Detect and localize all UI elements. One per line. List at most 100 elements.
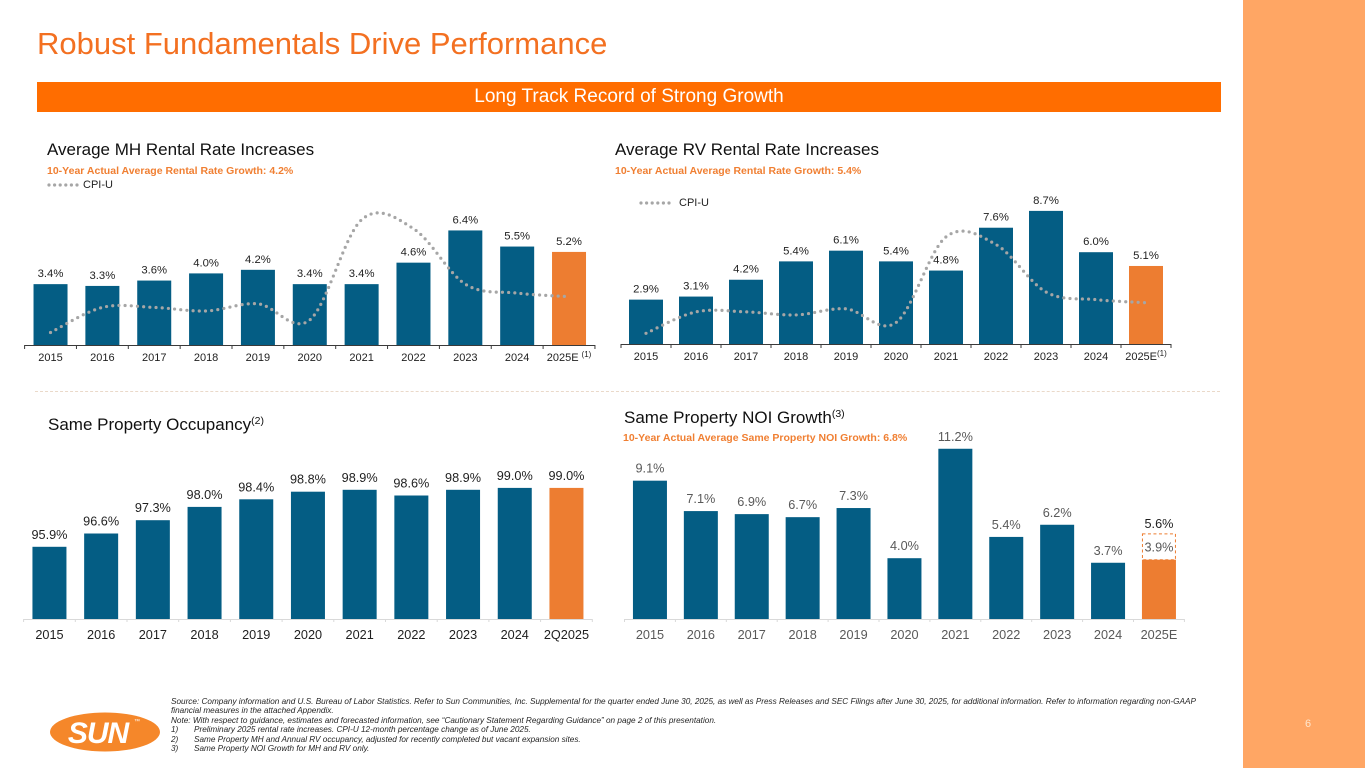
mh-chart-title: Average MH Rental Rate Increases bbox=[47, 140, 315, 159]
bar-2019 bbox=[836, 508, 871, 619]
x-tick-label: 2017 bbox=[734, 351, 758, 363]
x-tick-label: 2019 bbox=[246, 352, 270, 364]
x-tick-footnote: (1) bbox=[1157, 349, 1167, 358]
bar-2024 bbox=[497, 487, 532, 619]
x-tick-label: 2015 bbox=[38, 352, 62, 364]
value-label: 3.7% bbox=[1094, 544, 1123, 558]
bar-2022 bbox=[989, 536, 1024, 619]
value-label: 6.9% bbox=[737, 495, 766, 509]
x-tick-label: 2024 bbox=[501, 628, 529, 642]
logo-text: SUN bbox=[68, 717, 131, 750]
x-tick-label: 2023 bbox=[1034, 351, 1058, 363]
x-tick-label: 2016 bbox=[90, 352, 114, 364]
value-label: 3.6% bbox=[141, 265, 167, 277]
x-tick-label: 2021 bbox=[349, 352, 373, 364]
x-tick-label-text: 2015 bbox=[35, 628, 63, 642]
section-divider bbox=[35, 391, 1220, 392]
value-label: 5.2% bbox=[556, 236, 582, 248]
footnote-text: Same Property NOI Growth for MH and RV o… bbox=[194, 744, 370, 754]
bar-2024 bbox=[1091, 562, 1126, 619]
x-tick-label: 2016 bbox=[684, 351, 708, 363]
value-label: 7.6% bbox=[983, 212, 1009, 224]
mh-chart-subtitle: 10-Year Actual Average Rental Rate Growt… bbox=[47, 165, 294, 177]
value-label: 3.4% bbox=[297, 268, 323, 280]
x-tick-label-text: 2020 bbox=[294, 628, 322, 642]
footnote-1: 1) Preliminary 2025 rental rate increase… bbox=[171, 725, 1211, 734]
x-tick-label-text: 2019 bbox=[834, 351, 858, 363]
bar-2018 bbox=[779, 261, 813, 344]
value-label: 3.3% bbox=[90, 270, 116, 282]
footnote-number: 1) bbox=[171, 725, 179, 735]
x-tick-label-text: 2017 bbox=[738, 628, 766, 642]
x-tick-label: 2021 bbox=[934, 351, 958, 363]
footnote-2: 2) Same Property MH and Annual RV occupa… bbox=[171, 735, 1211, 744]
footnote-text: Preliminary 2025 rental rate increases. … bbox=[194, 725, 531, 735]
cpi-u-legend-swatch-icon bbox=[47, 183, 79, 187]
bar-2015 bbox=[32, 546, 67, 619]
x-tick-label-text: 2022 bbox=[397, 628, 425, 642]
bar-2015 bbox=[33, 284, 68, 345]
bar-2025e bbox=[1129, 265, 1163, 344]
x-tick-label: 2017 bbox=[738, 628, 766, 642]
bar-2021 bbox=[342, 489, 377, 619]
x-tick-label: 2023 bbox=[449, 628, 477, 642]
value-label: 3.1% bbox=[683, 281, 709, 293]
x-tick-label-text: 2021 bbox=[349, 352, 373, 364]
x-tick-label: 2024 bbox=[1084, 351, 1108, 363]
bar-2016 bbox=[683, 511, 718, 619]
bar-2022 bbox=[394, 495, 429, 619]
bar-2019 bbox=[829, 250, 863, 344]
x-tick-label: 2021 bbox=[346, 628, 374, 642]
occupancy-chart-title: Same Property Occupancy(2) bbox=[48, 415, 264, 435]
bar-2021 bbox=[938, 448, 973, 619]
x-tick-label: 2015 bbox=[636, 628, 664, 642]
x-tick-label-text: 2020 bbox=[890, 628, 918, 642]
x-tick-label: 2016 bbox=[687, 628, 715, 642]
x-tick-label: 2015 bbox=[634, 351, 658, 363]
bar-2025e bbox=[552, 251, 587, 345]
page-number: 6 bbox=[1305, 718, 1312, 730]
bar-2019 bbox=[239, 499, 274, 619]
sun-logo: SUN ™ bbox=[50, 712, 160, 752]
noi-chart-subtitle: 10-Year Actual Average Same Property NOI… bbox=[623, 432, 908, 444]
cpi-u-line bbox=[644, 229, 1148, 335]
logo-ellipse bbox=[50, 712, 160, 752]
x-tick-label: 2020 bbox=[294, 628, 322, 642]
bar-2q2025 bbox=[549, 487, 584, 619]
x-tick-label: 2Q2025 bbox=[544, 628, 589, 642]
x-tick-label-text: 2022 bbox=[401, 352, 425, 364]
value-label: 5.4% bbox=[883, 245, 909, 257]
value-label: 9.1% bbox=[635, 462, 664, 476]
x-tick-label-text: 2018 bbox=[190, 628, 218, 642]
x-tick-label-text: 2017 bbox=[734, 351, 758, 363]
x-tick-label: 2016 bbox=[87, 628, 115, 642]
cpi-u-line bbox=[48, 211, 571, 335]
bar-2022 bbox=[396, 262, 431, 345]
bar-2016 bbox=[679, 296, 713, 344]
x-tick-label-text: 2023 bbox=[449, 628, 477, 642]
bar-2017 bbox=[135, 520, 170, 619]
bar-2016 bbox=[84, 533, 119, 619]
right-sidebar: 6 bbox=[1243, 0, 1365, 768]
value-label: 5.5% bbox=[504, 231, 530, 243]
value-label: 6.7% bbox=[788, 498, 817, 512]
footer-source: Source: Company information and U.S. Bur… bbox=[171, 697, 1196, 716]
x-tick-footnote: (1) bbox=[582, 350, 592, 359]
x-tick-label: 2018 bbox=[194, 352, 218, 364]
bar-2021 bbox=[344, 284, 379, 345]
footnote-number: 3) bbox=[171, 744, 179, 754]
x-tick-label-text: 2017 bbox=[142, 352, 166, 364]
value-label: 4.0% bbox=[193, 257, 219, 269]
value-label: 6.1% bbox=[833, 235, 859, 247]
x-tick-label: 2020 bbox=[298, 352, 322, 364]
x-tick-label: 2024 bbox=[505, 352, 529, 364]
x-tick-label: 2020 bbox=[890, 628, 918, 642]
value-label: 2.9% bbox=[633, 284, 659, 296]
x-tick-label-text: 2018 bbox=[784, 351, 808, 363]
bar-2015 bbox=[629, 299, 663, 344]
x-tick-label-text: 2Q2025 bbox=[544, 628, 589, 642]
x-tick-label: 2023 bbox=[453, 352, 477, 364]
occupancy-chart-title-text: Same Property Occupancy bbox=[48, 415, 252, 434]
bar-2024 bbox=[1079, 252, 1113, 344]
bar-2019 bbox=[240, 269, 275, 345]
